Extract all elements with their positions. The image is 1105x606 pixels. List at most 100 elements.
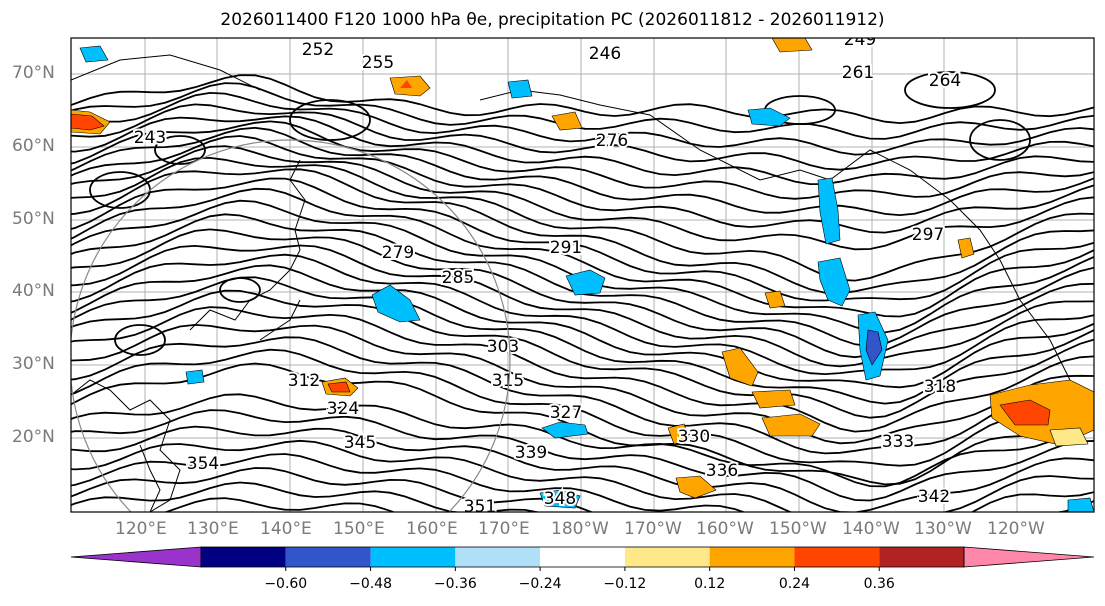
precip-area: [71, 113, 105, 131]
contour-label: 333: [882, 432, 914, 452]
contour-label: 261: [842, 63, 874, 83]
contour-label: 255: [362, 53, 394, 73]
precip-area: [565, 269, 606, 296]
closed-contour: [904, 71, 996, 109]
precip-area: [721, 347, 759, 387]
precip-area: [761, 413, 821, 437]
colorbar-tick-label: 0.12: [694, 576, 726, 592]
colorbar-segment: [370, 547, 456, 567]
precip-area: [327, 381, 351, 393]
theta-e-contour: [71, 115, 1094, 186]
contour-label: 303: [487, 337, 519, 357]
colorbar-segment: [794, 547, 880, 567]
theta-e-contour: [163, 497, 396, 512]
colorbar-segment: [624, 547, 710, 567]
colorbar-segment: [455, 547, 541, 567]
precip-area: [751, 389, 796, 409]
lon-label: 180°W: [551, 519, 609, 539]
lon-label: 140°E: [260, 519, 312, 539]
theta-e-contour: [71, 103, 1094, 171]
contour-label: 252: [302, 40, 334, 60]
precip-area: [764, 290, 786, 309]
precip-area: [667, 423, 691, 445]
theta-e-contour: [71, 228, 1094, 359]
precip-area: [817, 177, 841, 245]
coastline: [189, 159, 306, 331]
precip-area: [675, 475, 717, 499]
theta-e-contour: [71, 91, 1094, 156]
plot-frame: [70, 37, 1095, 513]
closed-contour: [969, 119, 1031, 161]
theta-e-contour: [71, 120, 1094, 200]
lon-label: 170°W: [624, 519, 682, 539]
colorbar-segment: [540, 547, 625, 567]
precip-area: [817, 257, 851, 307]
theta-e-contour: [71, 187, 1094, 318]
lon-label: 160°W: [696, 519, 754, 539]
contour-label: 291: [550, 238, 582, 258]
precip-area: [957, 237, 975, 259]
coastline: [479, 89, 831, 181]
contour-label: 297: [912, 225, 944, 245]
theta-e-contours: [71, 71, 1094, 512]
lat-label: 30°N: [12, 354, 55, 374]
contour-label: 339: [515, 443, 547, 463]
contour-label: 345: [344, 433, 376, 453]
precip-area: [1049, 427, 1089, 447]
lat-label: 50°N: [12, 209, 55, 229]
theta-e-contour: [71, 481, 1094, 512]
contour-label: 279: [382, 243, 414, 263]
map-title: 2026011400 F120 1000 hPa θe, precipitati…: [220, 10, 885, 30]
contour-label: 348: [544, 489, 576, 509]
lon-label: 140°W: [842, 519, 900, 539]
lon-label: 120°E: [115, 519, 167, 539]
contour-label: 315: [492, 371, 524, 391]
theta-e-contour: [71, 168, 1094, 295]
lon-label: 130°W: [914, 519, 972, 539]
contour-label: 342: [918, 487, 950, 507]
lat-label: 60°N: [12, 136, 55, 156]
coastline: [71, 54, 261, 91]
contour-label: 285: [442, 268, 474, 288]
contour-labels: 246 249 252 255 243 276 279 285 291 297 303 312 315 3…: [132, 38, 963, 517]
theta-e-contour: [71, 156, 1094, 282]
precipitation-shading: [71, 38, 1094, 512]
contour-label: 351: [464, 497, 496, 517]
theta-e-contour: [71, 253, 1094, 376]
contour-label: 312: [288, 371, 320, 391]
colorbar-segment: [285, 547, 371, 567]
colorbar-tick-label: −0.60: [264, 576, 308, 592]
lon-label: 120°W: [987, 519, 1045, 539]
theta-e-contour: [71, 336, 1094, 455]
colorbar-tick-label: 0.24: [778, 576, 811, 592]
precip-area: [507, 79, 533, 99]
theta-e-contour: [71, 244, 1094, 368]
colorbar-tick-label: −0.48: [349, 576, 392, 592]
precip-area: [771, 38, 813, 53]
theta-e-contour: [71, 82, 1094, 140]
contour-label: 327: [550, 403, 582, 423]
colorbar-segment: [201, 547, 286, 567]
theta-e-contour: [71, 74, 1094, 125]
theta-e-contour: [71, 177, 1094, 302]
coastline: [139, 444, 161, 512]
coastlines: [71, 54, 1094, 512]
theta-e-contour: [71, 323, 1094, 445]
lon-label: 160°E: [406, 519, 458, 539]
lat-label: 70°N: [12, 63, 55, 83]
precip-area: [185, 369, 205, 385]
colorbar-tick-label: −0.24: [518, 576, 562, 592]
colorbar-segment: [709, 547, 795, 567]
contour-label: 330: [678, 427, 710, 447]
contour-label: 318: [924, 377, 956, 397]
precip-marker-icon: [400, 80, 412, 88]
theta-e-contour: [71, 306, 1094, 433]
precip-area: [79, 45, 109, 63]
theta-e-contour: [71, 439, 1094, 512]
theta-e-contour: [71, 453, 1094, 512]
theta-e-contour: [71, 409, 1094, 502]
contour-label: 243: [134, 128, 166, 148]
theta-e-contour: [71, 264, 1094, 389]
coastline: [829, 149, 1094, 421]
closed-contour: [114, 324, 166, 356]
